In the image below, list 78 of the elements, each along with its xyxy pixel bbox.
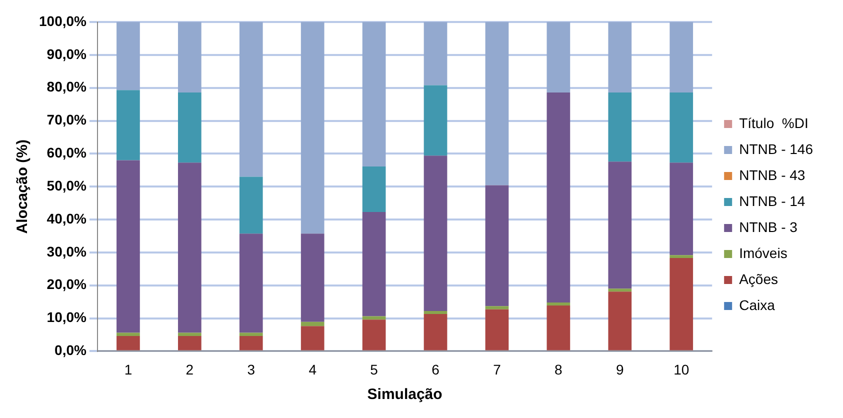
bar bbox=[116, 160, 140, 333]
y-tick-label: 20,0% bbox=[46, 276, 88, 292]
bar bbox=[239, 176, 263, 234]
y-tick-label: 60,0% bbox=[46, 144, 88, 161]
x-tick-label: 2 bbox=[186, 361, 194, 378]
bar bbox=[670, 255, 694, 258]
y-axis-title: Alocação (%) bbox=[14, 140, 32, 234]
bar bbox=[485, 22, 509, 186]
bar bbox=[485, 309, 509, 350]
bar bbox=[116, 336, 140, 350]
bar bbox=[424, 22, 448, 86]
y-tick-label: 30,0% bbox=[46, 243, 88, 260]
bar bbox=[178, 22, 202, 92]
bar bbox=[608, 22, 632, 92]
bar bbox=[424, 314, 448, 350]
legend-label: NTNB - 3 bbox=[739, 218, 798, 235]
bar bbox=[608, 92, 632, 162]
legend-label: Ações bbox=[739, 270, 778, 287]
x-axis-title: Simulação bbox=[367, 386, 442, 404]
bar bbox=[239, 336, 263, 350]
bar bbox=[424, 85, 448, 156]
bar bbox=[300, 234, 324, 322]
bar bbox=[239, 234, 263, 333]
x-tick-label: 7 bbox=[493, 361, 502, 378]
x-tick-label: 5 bbox=[370, 361, 378, 378]
x-tick-label: 6 bbox=[432, 361, 440, 378]
y-tick-label: 10,0% bbox=[46, 309, 88, 326]
bar bbox=[670, 92, 694, 163]
bar bbox=[546, 22, 570, 92]
bar bbox=[424, 311, 448, 314]
bar bbox=[670, 258, 694, 350]
bar bbox=[300, 322, 324, 326]
x-tick-label: 9 bbox=[616, 361, 624, 378]
bar bbox=[362, 316, 386, 320]
legend-label: Imóveis bbox=[739, 244, 788, 261]
y-tick-label: 50,0% bbox=[46, 177, 88, 194]
bar bbox=[300, 22, 324, 234]
y-tick-label: 70,0% bbox=[46, 112, 88, 128]
bar bbox=[178, 336, 202, 350]
bar bbox=[239, 332, 263, 336]
bar bbox=[239, 22, 263, 177]
legend-label: Caixa bbox=[739, 296, 776, 313]
y-tick-label: 0,0% bbox=[54, 342, 88, 358]
bar bbox=[116, 90, 140, 160]
bar bbox=[362, 320, 386, 350]
bar bbox=[362, 22, 386, 167]
bar bbox=[546, 92, 570, 302]
y-tick-label: 90,0% bbox=[46, 46, 88, 62]
legend-label: NTNB - 146 bbox=[739, 140, 814, 157]
legend-label: Título %DI bbox=[739, 114, 808, 131]
bar bbox=[608, 292, 632, 350]
y-tick-label: 100,0% bbox=[39, 12, 88, 29]
bar bbox=[178, 162, 202, 333]
bar bbox=[362, 212, 386, 316]
bar bbox=[485, 306, 509, 310]
bar bbox=[116, 332, 140, 336]
bar bbox=[670, 162, 694, 256]
bar bbox=[670, 22, 694, 92]
bar bbox=[485, 185, 509, 306]
bar bbox=[178, 92, 202, 163]
legend-label: NTNB - 14 bbox=[739, 192, 806, 209]
bar bbox=[178, 332, 202, 336]
x-tick-label: 10 bbox=[674, 361, 690, 378]
x-tick-label: 8 bbox=[554, 361, 563, 378]
bar bbox=[546, 305, 570, 350]
bar bbox=[362, 166, 386, 212]
x-tick-label: 4 bbox=[308, 361, 317, 378]
bar bbox=[608, 162, 632, 289]
x-tick-label: 1 bbox=[124, 361, 132, 378]
bar bbox=[116, 22, 140, 90]
bar bbox=[300, 326, 324, 350]
bar bbox=[608, 288, 632, 292]
bar bbox=[424, 156, 448, 312]
x-tick-label: 3 bbox=[247, 361, 256, 378]
bar bbox=[546, 302, 570, 306]
y-tick-label: 40,0% bbox=[46, 210, 88, 226]
legend-label: NTNB - 43 bbox=[739, 166, 806, 183]
y-tick-label: 80,0% bbox=[46, 78, 88, 95]
